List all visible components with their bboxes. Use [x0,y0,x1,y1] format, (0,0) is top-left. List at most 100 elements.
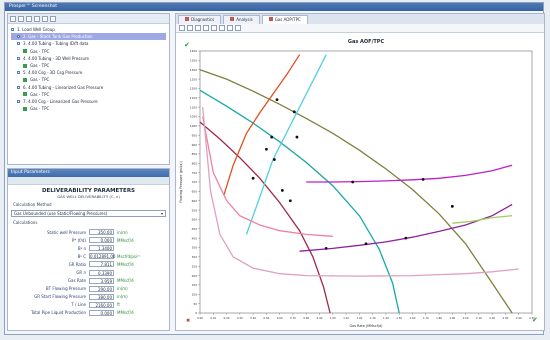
parameter-label: T / Line [71,302,86,308]
parameter-value-input[interactable]: 0.000 [89,309,114,316]
tree-item[interactable]: Gas - TPC [11,105,166,112]
print-icon[interactable] [203,25,209,31]
pan-icon[interactable] [195,25,201,31]
expand-icon [17,85,20,89]
parameter-unit: Mscf/d/psi²ⁿ [117,253,141,259]
tab-label: Diagnostics [191,17,215,22]
parameter-label: GR n [76,270,86,276]
parameter-value-input[interactable]: 0.012891.00 [89,253,116,260]
y-tick-label: 450 [192,227,198,231]
y-tick-label: 700 [192,180,198,184]
tab-diagnostics[interactable]: Diagnostics [178,15,222,24]
x-tick-label: 0.70 [290,316,296,320]
calc-method-dropdown[interactable]: Gas Unbounded (use Static/Flowing Pressu… [11,210,166,217]
tree-item[interactable]: Gas - TPC [11,48,166,55]
x-tick-label: 2.20 [489,316,495,320]
expand-icon [17,35,20,39]
intersection-point [251,176,255,180]
x-axis-label: Gas Rate (MMscf/d) [349,324,383,328]
open-icon[interactable] [18,15,24,22]
x-tick-label: 1.80 [436,316,442,320]
parameter-label: GR Start Flowing Pressure [34,294,86,300]
legend-icon[interactable] [227,25,233,31]
delete-icon[interactable] [42,15,48,22]
tree-item[interactable]: Gas - TPC [11,76,166,83]
parameter-value-input[interactable]: 1.3400 [89,245,114,252]
x-tick-label: 2.00 [463,316,469,320]
series-line-4 [223,54,301,196]
y-tick-label: 1000 [190,124,197,128]
tree-item[interactable]: 5. 4.00 Csg - 3D Csg Pressure [11,69,166,76]
x-tick-label: 0.00 [197,316,203,320]
y-tick-label: 1150 [190,96,197,100]
tree-item-label: 4. 4.00 Tubing - 3D Well Pressure [23,55,89,61]
intersection-point [280,189,284,192]
x-tick-label: 1.30 [370,316,376,320]
intersection-point [275,98,279,102]
save-icon[interactable] [26,15,32,22]
settings-icon[interactable] [219,25,225,31]
y-tick-label: 300 [192,255,198,259]
chart-icon [185,17,189,21]
parameter-label: Bᵍ n [77,245,86,251]
parameter-unit: MMscf/d [117,237,134,243]
parameter-value-input[interactable]: 0.3390 [89,269,114,276]
chart-panel: Diagnostics Analysis Gas AOP/TPC Gas AOF/T… [175,13,545,331]
tree-item[interactable]: 3. 4.00 Tubing - Tubing ID/ft data [11,40,166,47]
tree-item[interactable]: 6. 4.00 Tubing - Linearized Gas Pressure [11,84,166,91]
zoom-out-icon[interactable] [187,25,193,31]
intersection-point [288,199,292,203]
y-tick-label: 50 [193,302,197,306]
tree-item-label: Gas - TPC [30,48,50,54]
export-icon[interactable] [211,25,217,31]
parameter-value-input[interactable]: 3.959 [89,277,114,284]
series-line-1 [199,69,513,314]
y-tick-label: 350 [192,246,198,250]
parameter-label: Bᵍ C [77,253,86,259]
tab-gas-aop-tpc[interactable]: Gas AOP/TPC [261,15,308,24]
new-icon[interactable] [10,15,16,22]
series-line-5 [245,54,327,235]
calc-method-label: Calculation Method [13,202,52,207]
tree-item[interactable]: Gas - TPC [11,62,166,69]
intersection-point [272,158,276,161]
parameter-value-input[interactable]: 7.811 [89,261,114,268]
tree-item[interactable]: Gas - TPC [11,91,166,98]
tree-item[interactable]: 2. Gas - Stock Tank Gas Production [11,33,166,41]
x-tick-label: 0.20 [224,316,230,320]
tree-item-label: Gas - TPC [30,91,50,97]
y-axis-label: Flowing Pressure (psi(a)) [179,160,183,203]
parameter-value-input[interactable]: 350.00 [89,229,114,236]
y-tick-label: 1400 [190,49,197,53]
parameter-unit: ft [117,302,120,308]
check-icon: ✔ [184,41,190,49]
parameter-value-input[interactable]: 290.00 [89,285,114,292]
copy-icon[interactable] [34,15,40,22]
x-tick-label: 0.50 [264,316,270,320]
y-tick-label: 200 [192,274,198,278]
x-tick-label: 2.50 [529,316,535,320]
parameter-unit: in(m) [117,286,128,292]
tree-item-label: 3. 4.00 Tubing - Tubing ID/ft data [23,41,89,47]
tree-item[interactable]: 1. Load Well Group [11,26,166,33]
x-tick-label: 1.20 [356,316,362,320]
grid-icon[interactable] [235,25,241,31]
tab-analysis[interactable]: Analysis [223,15,260,24]
tree-item-label: Gas - TPC [30,77,50,83]
zoom-in-icon[interactable] [179,25,185,31]
parameter-label: Total Pipe Liquid Production [31,310,86,316]
parameters-header: Input Parameters [8,169,169,177]
tree-item[interactable]: 7. 4.00 Csg - Linearized Gas Pressure [11,98,166,105]
tree-item[interactable]: 4. 4.00 Tubing - 3D Well Pressure [11,55,166,62]
series-line-8 [202,116,333,237]
y-tick-label: 1200 [190,87,197,91]
y-tick-label: 600 [192,199,198,203]
tree-toolbar [8,14,169,24]
parameter-value-input[interactable]: 0.000 [89,237,114,244]
parameter-value-input[interactable]: 2160.00 [89,301,114,308]
y-tick-label: 1300 [190,68,197,72]
y-tick-label: 400 [192,236,198,240]
refresh-icon[interactable] [50,15,56,22]
x-tick-label: 1.60 [410,316,416,320]
parameter-value-input[interactable]: 380.00 [89,293,114,300]
